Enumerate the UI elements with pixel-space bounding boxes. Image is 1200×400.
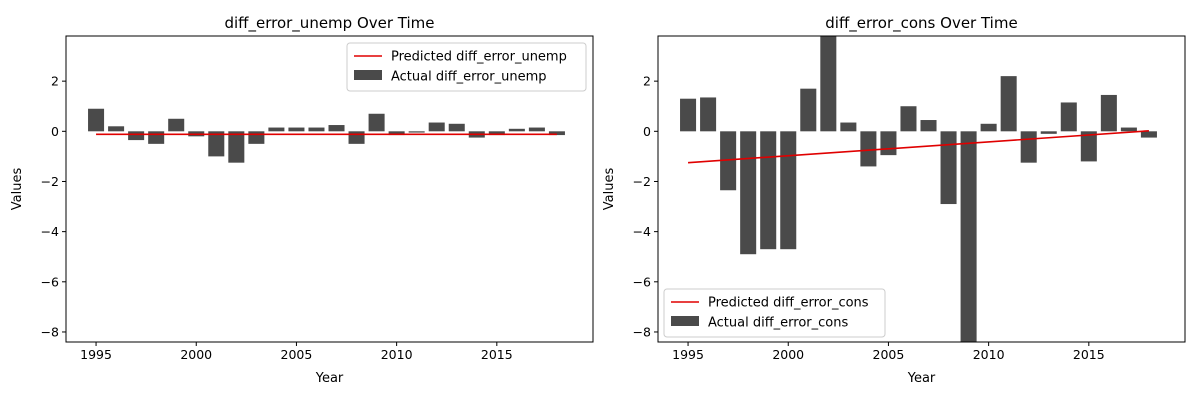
y-tick-label: −6 [41,274,59,289]
bar-2015 [1080,131,1097,162]
bar-2018 [548,131,565,136]
bar-1996 [700,97,717,132]
bar-2003 [840,122,857,132]
x-tick-label: 1995 [80,347,112,362]
predicted-line [688,130,1149,164]
x-tick-label: 2000 [772,347,804,362]
bar-1999 [760,131,777,250]
x-tick-label: 2010 [381,347,413,362]
bar-2012 [1020,131,1037,163]
x-tick-label: 2000 [180,347,212,362]
bar-2002 [228,131,245,163]
x-axis-label: Year [907,371,936,386]
y-tick-label: 0 [643,124,651,139]
bar-2011 [1000,76,1017,132]
bar-1998 [148,131,165,144]
legend-line-label: Predicted diff_error_cons [708,296,869,311]
x-tick-label: 2010 [973,347,1005,362]
chart-title: diff_error_unemp Over Time [224,14,434,33]
bar-1997 [720,131,737,191]
bar-2005 [288,127,305,132]
bar-1995 [88,108,105,132]
bars [680,36,1157,342]
bar-2014 [1060,102,1077,132]
bar-2012 [428,122,445,132]
legend: Predicted diff_error_unemp Actual diff_er… [346,42,587,92]
bar-2006 [900,106,917,132]
legend-box [663,288,886,338]
bar-2005 [880,131,897,156]
bar-2004 [268,127,285,132]
bar-2017 [1120,127,1137,132]
bar-2010 [980,123,997,132]
bar-2007 [328,125,345,132]
legend-bar-swatch [354,70,382,80]
bar-2011 [408,131,425,133]
bar-2009 [960,131,977,342]
bar-2013 [448,123,465,132]
bar-1996 [108,126,125,132]
y-tick-label: 2 [643,74,651,89]
y-tick-label: −4 [41,224,59,239]
bar-2008 [940,131,957,205]
bar-2018 [1140,131,1157,138]
x-tick-label: 2015 [481,347,513,362]
plot-frame [65,35,594,343]
bar-2007 [920,120,937,132]
chart-cons: 1995 2000 2005 2010 2015 2 0 −2 −4 −6 −8 diff_error… [602,14,1186,386]
bar-1999 [168,118,185,132]
bar-1995 [680,98,697,132]
y-tick-label: −8 [41,324,59,339]
y-tick-label: 0 [51,124,59,139]
bar-2004 [860,131,877,167]
y-tick-label: 2 [51,74,59,89]
y-tick-label: −8 [633,324,651,339]
bar-2013 [1040,131,1057,134]
bar-1998 [740,131,757,255]
legend-bar-label: Actual diff_error_cons [708,316,848,331]
bar-2000 [780,131,797,250]
bar-2010 [388,131,405,136]
y-tick-label: −2 [41,174,59,189]
x-tick-label: 2005 [281,347,313,362]
bars [88,108,565,163]
legend-box [346,42,587,92]
bar-2006 [308,127,325,132]
bar-2002 [820,36,837,132]
legend-bar-label: Actual diff_error_unemp [391,70,547,85]
y-axis-label: Values [602,168,617,211]
y-axis-label: Values [10,168,25,211]
bar-2001 [208,131,225,157]
bar-2016 [508,128,525,132]
y-tick-label: −2 [633,174,651,189]
bar-2017 [528,127,545,132]
legend-bar-swatch [671,316,699,326]
bar-2003 [248,131,265,144]
x-tick-label: 2005 [873,347,905,362]
x-axis-label: Year [315,371,344,386]
bar-2009 [368,113,385,132]
bar-2016 [1100,94,1117,132]
bar-2008 [348,131,365,144]
plot-frame [657,35,1186,343]
y-tick-label: −4 [633,224,651,239]
bar-2001 [800,88,817,132]
bar-1997 [128,131,145,141]
y-tick-label: −6 [633,274,651,289]
bar-2015 [488,131,505,136]
legend: Predicted diff_error_cons Actual diff_err… [663,288,886,338]
chart-title: diff_error_cons Over Time [825,14,1017,33]
legend-line-label: Predicted diff_error_unemp [391,50,567,65]
x-tick-label: 1995 [672,347,704,362]
x-tick-label: 2015 [1073,347,1105,362]
chart-unemp: 1995 2000 2005 2010 2015 2 0 −2 −4 −6 −8 diff_error… [10,14,594,386]
